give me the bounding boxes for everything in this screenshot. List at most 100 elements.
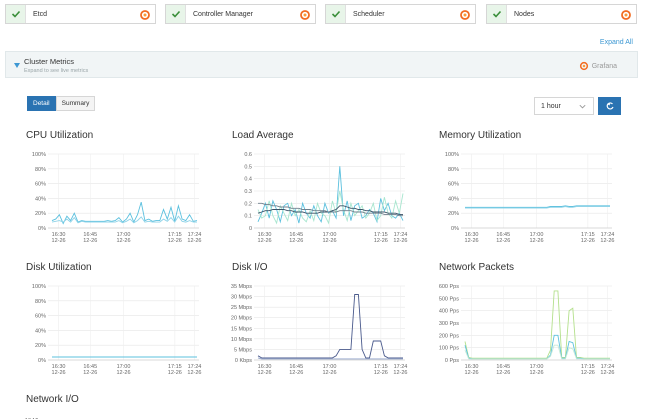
x-tick-label: 12-26: [581, 238, 595, 244]
y-tick-label: 40%: [448, 196, 459, 202]
x-tick-label: 12-26: [258, 370, 272, 376]
x-tick-label: 12-26: [116, 370, 130, 376]
x-tick-label: 16:45: [496, 364, 510, 370]
x-tick-label: 12-26: [529, 370, 543, 376]
check-icon: [326, 5, 346, 23]
view-tabs: Detail Summary: [27, 96, 96, 111]
component-health-row: Etcd Controller Manager Scheduler Nodes: [5, 4, 645, 24]
series-line: [257, 205, 403, 215]
grafana-icon[interactable]: [459, 8, 471, 20]
health-label: Scheduler: [353, 10, 385, 18]
x-tick-label: 17:24: [394, 364, 408, 370]
chart-title: Network Packets: [439, 262, 515, 273]
y-tick-label: 0.4: [244, 177, 252, 183]
y-tick-label: 0%: [38, 358, 46, 364]
x-tick-label: 16:30: [52, 232, 66, 238]
y-tick-label: 100%: [445, 152, 459, 158]
y-tick-label: 200 Pps: [439, 333, 459, 339]
x-tick-label: 12-26: [187, 238, 201, 244]
y-tick-label: 30 Mbps: [231, 295, 252, 301]
disk-utilization-chart: 0%20%40%60%80%100%16:3012-2616:4512-2617…: [32, 284, 202, 376]
health-label: Controller Manager: [193, 10, 253, 18]
y-tick-label: 80%: [35, 299, 46, 305]
x-tick-label: 16:30: [258, 364, 272, 370]
x-tick-label: 12-26: [600, 370, 614, 376]
y-tick-label: 0.2: [244, 201, 252, 207]
series-line: [465, 206, 610, 209]
x-tick-label: 17:15: [374, 232, 388, 238]
series-line: [257, 357, 403, 360]
grafana-link[interactable]: Grafana: [579, 61, 617, 71]
health-card-controller-manager: Controller Manager: [165, 4, 316, 24]
series-line: [51, 201, 198, 225]
series-line: [464, 290, 610, 359]
expand-triangle-icon[interactable]: [14, 63, 20, 68]
series-line: [464, 334, 610, 360]
x-tick-label: 17:00: [323, 364, 337, 370]
y-tick-label: 100 Pps: [439, 346, 459, 352]
chart-title: Memory Utilization: [439, 130, 522, 141]
x-tick-label: 12-26: [83, 238, 97, 244]
health-card-nodes: Nodes: [486, 4, 637, 24]
x-tick-label: 12-26: [52, 238, 66, 244]
x-tick-label: 16:45: [496, 232, 510, 238]
y-tick-label: 0.5: [244, 164, 252, 170]
x-tick-label: 12-26: [116, 238, 130, 244]
y-tick-label: 0.1: [244, 214, 252, 220]
y-tick-label: 20%: [35, 343, 46, 349]
y-tick-label: 400 Pps: [439, 309, 459, 315]
x-tick-label: 17:24: [188, 232, 202, 238]
x-tick-label: 12-26: [529, 238, 543, 244]
y-tick-label: 40%: [35, 328, 46, 334]
y-tick-label: 0%: [451, 226, 459, 232]
chart-title: Disk I/O: [232, 262, 268, 273]
x-tick-label: 12-26: [322, 370, 336, 376]
cluster-metrics-header[interactable]: Cluster Metrics Expand to see live metri…: [5, 51, 638, 78]
time-range-select[interactable]: 1 hour: [534, 97, 594, 115]
y-tick-label: 300 Pps: [439, 321, 459, 327]
check-icon: [166, 5, 186, 23]
refresh-button[interactable]: [598, 97, 621, 115]
grafana-icon[interactable]: [299, 8, 311, 20]
x-tick-label: 17:00: [117, 232, 131, 238]
disk-io-chart: 0 Kbps 5 Mbps 10 Mbps 15 Mbps 20 Mbps 25 Mbps…: [231, 284, 408, 376]
x-tick-label: 12-26: [322, 238, 336, 244]
x-tick-label: 17:00: [323, 232, 337, 238]
network-packets-chart: 0 Pps 100 Pps 200 Pps 300 Pps 400 Pps 500 Pps…: [439, 284, 615, 376]
time-range-value: 1 hour: [541, 102, 561, 110]
x-tick-label: 12-26: [496, 238, 510, 244]
tab-summary[interactable]: Summary: [55, 96, 96, 111]
grafana-icon[interactable]: [139, 8, 151, 20]
y-tick-label: 10 Mbps: [231, 337, 252, 343]
x-tick-label: 16:45: [83, 364, 97, 370]
y-tick-label: 0%: [38, 226, 46, 232]
x-tick-label: 17:24: [601, 364, 615, 370]
x-tick-label: 12-26: [187, 370, 201, 376]
grafana-icon[interactable]: [620, 8, 632, 20]
x-tick-label: 17:00: [530, 364, 544, 370]
expand-all-link[interactable]: Expand All: [599, 39, 633, 46]
x-tick-label: 12-26: [374, 370, 388, 376]
tab-detail[interactable]: Detail: [27, 96, 56, 111]
x-tick-label: 17:15: [168, 232, 182, 238]
grafana-icon: [579, 61, 588, 71]
x-tick-label: 12-26: [465, 238, 479, 244]
x-tick-label: 16:45: [289, 364, 303, 370]
network-io-chart: 10 Mbps: [25, 418, 46, 419]
refresh-icon: [606, 102, 614, 110]
series-line: [51, 215, 197, 224]
series-line: [257, 294, 403, 359]
x-tick-label: 17:15: [168, 364, 182, 370]
cluster-metrics-title: Cluster Metrics: [24, 57, 75, 66]
y-tick-label: 0 Pps: [445, 358, 459, 364]
y-tick-label: 500 Pps: [439, 296, 459, 302]
x-tick-label: 12-26: [258, 238, 272, 244]
y-tick-label: 100%: [32, 284, 46, 290]
y-tick-label: 35 Mbps: [231, 284, 252, 290]
x-tick-label: 12-26: [168, 370, 182, 376]
y-tick-label: 80%: [35, 167, 46, 173]
y-tick-label: 20%: [35, 211, 46, 217]
x-tick-label: 16:30: [465, 364, 479, 370]
grafana-label: Grafana: [591, 62, 617, 70]
health-card-etcd: Etcd: [5, 4, 156, 24]
